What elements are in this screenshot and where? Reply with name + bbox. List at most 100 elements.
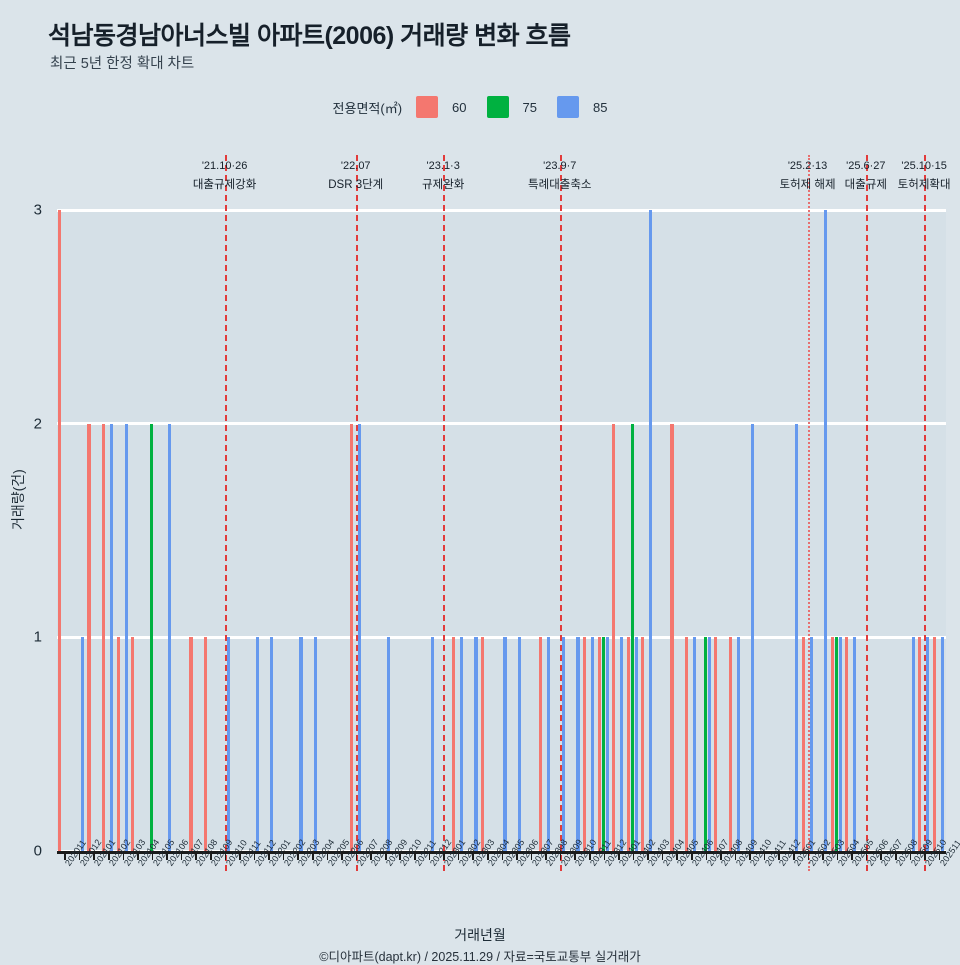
chart-subtitle: 최근 5년 한정 확대 차트 [50,56,195,72]
bar[interactable] [626,637,630,851]
event-vline [224,155,229,871]
bar[interactable] [430,637,434,851]
bar[interactable] [474,637,478,851]
bar[interactable] [58,210,62,851]
bar[interactable] [349,423,353,851]
legend-label-60: 60 [452,99,467,115]
bar[interactable] [838,637,842,851]
bar[interactable] [539,637,543,851]
bar[interactable] [940,637,944,851]
bar[interactable] [480,637,485,851]
bar[interactable] [597,637,601,851]
bar[interactable] [918,637,922,851]
event-annotation: '21.10·26 대출규제강화 [165,160,285,192]
x-tick [749,851,751,860]
event-annotation: '25.10·15 토허제확대 [864,160,960,192]
bar[interactable] [736,637,740,851]
event-vline [559,155,564,871]
bar[interactable] [357,423,361,851]
bar[interactable] [576,637,580,851]
bar[interactable] [131,637,135,851]
x-tick [297,851,300,860]
bar[interactable] [80,637,85,851]
bar[interactable] [670,423,674,851]
bar[interactable] [299,637,303,851]
bar[interactable] [824,210,828,851]
bar[interactable] [714,637,718,851]
bar[interactable] [707,637,711,851]
bar[interactable] [459,637,463,851]
bar[interactable] [809,637,813,851]
bar[interactable] [794,423,799,851]
bar[interactable] [314,637,318,851]
x-tick [195,851,198,860]
bar[interactable] [751,423,755,851]
x-tick [822,851,824,860]
bar[interactable] [634,637,638,851]
bar[interactable] [226,637,230,851]
bar[interactable] [932,637,936,851]
bar[interactable] [853,637,857,851]
bar[interactable] [801,637,805,851]
bar[interactable] [547,637,551,851]
bar[interactable] [630,423,634,851]
x-tick [778,851,780,860]
bar[interactable] [270,637,274,851]
legend-title: 전용면적(㎡) [332,100,403,116]
bar[interactable] [102,423,106,851]
bar[interactable] [149,423,153,851]
bar[interactable] [834,637,838,851]
bar[interactable] [124,423,128,851]
x-tick [690,851,693,860]
bar[interactable] [87,423,91,851]
bar[interactable] [641,637,645,851]
bar[interactable] [605,637,609,851]
bar[interactable] [116,637,120,851]
bar[interactable] [590,637,595,851]
bar[interactable] [109,423,114,851]
legend-item-75[interactable]: 75 [486,96,537,118]
bar[interactable] [204,637,208,851]
x-tick [720,851,722,860]
bar[interactable] [518,637,522,851]
x-tick [268,851,270,860]
y-tick-label: 3 [33,201,42,219]
bar[interactable] [649,210,653,851]
x-tick [384,851,387,860]
bar[interactable] [582,637,587,851]
bar[interactable] [684,637,689,851]
bar[interactable] [601,637,605,851]
legend-item-60[interactable]: 60 [416,96,467,118]
bar[interactable] [703,637,707,851]
x-tick [516,851,518,860]
x-tick [180,851,183,860]
bar[interactable] [830,637,834,851]
bar[interactable] [620,637,624,851]
legend-item-85[interactable]: 85 [556,96,608,118]
legend: 전용면적(㎡) 60 75 85 [0,96,960,118]
x-tick [414,851,416,860]
bar[interactable] [612,423,616,851]
y-tick-label: 1 [33,628,42,646]
bar[interactable] [728,637,732,851]
bar[interactable] [189,637,193,851]
bar[interactable] [451,637,455,851]
x-tick [210,851,212,860]
bar[interactable] [386,637,391,851]
event-vline [807,155,812,871]
x-tick [618,851,620,860]
bar[interactable] [255,637,259,851]
x-tick [151,851,154,860]
bar[interactable] [561,637,565,851]
bar[interactable] [168,423,172,851]
bar[interactable] [692,637,697,851]
y-tick-label: 0 [33,842,42,860]
event-label: 특례대출축소 [528,179,592,191]
x-axis-label: 거래년월 [454,927,506,943]
bar[interactable] [911,637,915,851]
bar[interactable] [926,637,930,851]
bar[interactable] [503,637,507,851]
legend-label-85: 85 [592,99,608,115]
bar[interactable] [845,637,849,851]
x-tick [108,851,110,860]
